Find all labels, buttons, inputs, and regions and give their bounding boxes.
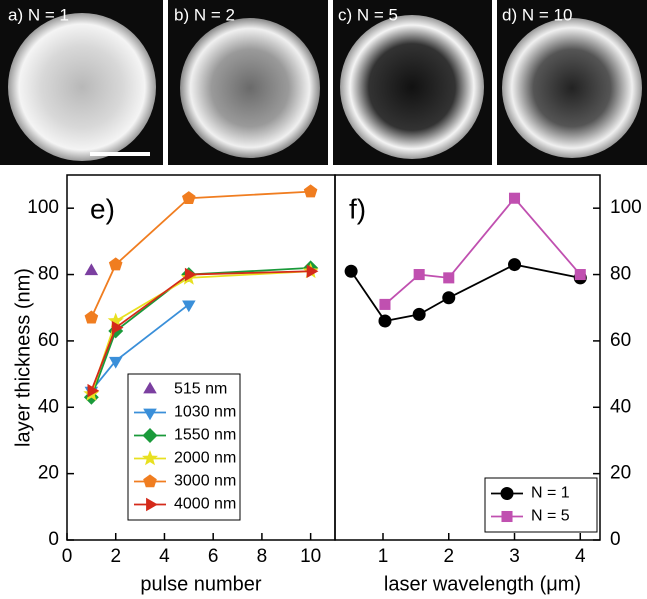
panel-label: e): [90, 193, 115, 224]
y-tick-label: 0: [610, 529, 621, 550]
legend-label: N = 5: [531, 508, 570, 525]
x-tick-label: 2: [443, 546, 454, 567]
legend-marker: [142, 428, 158, 443]
series-line: [350, 263, 581, 322]
data-point: [87, 383, 100, 398]
y-tick-label: 40: [610, 396, 631, 417]
image-spot: [502, 18, 642, 158]
legend-marker: [143, 474, 157, 488]
image-label: d) N = 10: [502, 5, 572, 24]
legend-marker: [142, 450, 158, 466]
data-point: [344, 264, 358, 278]
y-tick-label: 20: [38, 463, 59, 484]
data-point: [182, 300, 196, 313]
y-tick-label: 60: [38, 330, 59, 351]
data-point: [84, 263, 99, 276]
legend-label: 515 nm: [174, 381, 227, 398]
data-point: [306, 264, 319, 278]
legend-marker: [143, 408, 157, 421]
image-label: a) N = 1: [8, 5, 69, 24]
y-tick-label: 20: [610, 463, 631, 484]
x-tick-label: 8: [257, 546, 268, 567]
data-point: [443, 272, 455, 284]
y-tick-label: 0: [48, 529, 59, 550]
data-point: [412, 307, 426, 321]
image-spot: [340, 15, 484, 159]
plot-frame: [334, 174, 601, 541]
legend-marker: [146, 497, 158, 512]
data-point: [508, 192, 521, 204]
legend-label: 2000 nm: [174, 450, 236, 467]
x-tick-label: 4: [575, 546, 586, 567]
x-axis-title: laser wavelength (μm): [384, 573, 581, 595]
x-tick-label: 10: [300, 546, 321, 567]
chart: 0 20 40 60 80 100 0 2 4 6 8 10 pulse number layer thi…: [12, 174, 336, 595]
image-label: c) N = 5: [338, 5, 398, 24]
data-point: [574, 269, 586, 281]
micrographs: a) N = 1 b) N = 2 c) N = 5 d) N = 10: [0, 0, 647, 165]
legend-marker: [500, 487, 514, 500]
y-axis-title: layer thickness (nm): [12, 268, 34, 447]
legend-label: 4000 nm: [174, 496, 236, 513]
series-line: [384, 196, 581, 306]
image-spot: [180, 18, 320, 158]
legend-marker: [143, 381, 157, 394]
data-point: [303, 184, 318, 198]
data-point: [109, 356, 123, 369]
panel-label: f): [349, 193, 366, 224]
series-line: [90, 190, 311, 319]
image-label: b) N = 2: [174, 5, 235, 24]
legend-label: N = 1: [531, 485, 570, 502]
x-tick-label: 6: [208, 546, 219, 567]
legend-marker: [501, 510, 513, 523]
x-tick-label: 0: [62, 546, 73, 567]
y-tick-label: 40: [38, 396, 59, 417]
legend-label: 1030 nm: [174, 404, 236, 421]
legend-label: 1550 nm: [174, 427, 236, 444]
y-tick-label: 60: [610, 330, 631, 351]
x-tick-label: 4: [159, 546, 170, 567]
y-tick-label: 100: [27, 197, 59, 218]
y-tick-label: 80: [610, 264, 631, 285]
data-point: [442, 291, 456, 305]
data-point: [107, 312, 124, 328]
data-point: [182, 191, 196, 204]
chart: 0 20 40 60 80 100 1 2 3 4 laser wavelength (μm) f) N…: [334, 174, 642, 595]
legend-box: [484, 477, 598, 533]
image-spot: [8, 13, 156, 161]
x-tick-label: 1: [378, 546, 389, 567]
data-point: [108, 257, 123, 271]
data-point: [508, 258, 522, 272]
data-point: [378, 314, 392, 328]
series-line: [90, 270, 311, 392]
series-line: [90, 267, 311, 398]
data-point: [184, 267, 197, 282]
x-axis-title: pulse number: [140, 573, 262, 595]
x-tick-label: 2: [110, 546, 121, 567]
y-tick-label: 100: [610, 197, 642, 218]
data-point: [379, 298, 391, 310]
data-point: [84, 310, 99, 324]
x-tick-label: 3: [509, 546, 520, 567]
legend-box: [127, 373, 241, 521]
y-tick-label: 80: [38, 264, 59, 285]
legend-label: 3000 nm: [174, 473, 236, 490]
data-point: [413, 269, 425, 281]
data-point: [111, 320, 124, 335]
